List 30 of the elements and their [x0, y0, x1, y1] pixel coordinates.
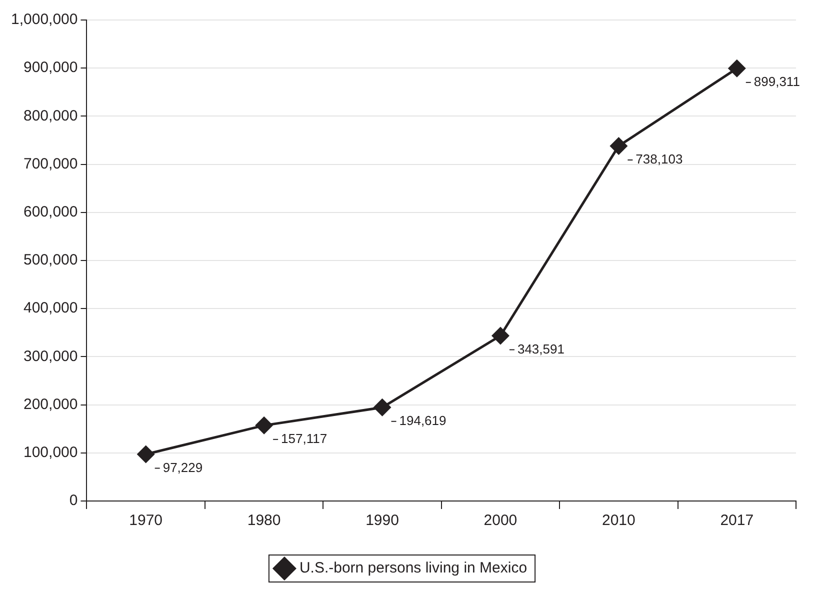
x-tick-label: 1970	[129, 512, 163, 530]
y-tick-label: 600,000	[23, 204, 78, 221]
y-tick-label: 300,000	[23, 348, 78, 365]
point	[610, 136, 628, 155]
x-tick-label: 1980	[247, 512, 281, 530]
data-label: 157,117	[281, 431, 328, 446]
x-tick-label: 2010	[602, 512, 636, 530]
data-label: 194,619	[399, 412, 446, 428]
y-tick-label: 0	[69, 492, 78, 510]
point	[136, 445, 155, 464]
y-tick-label: 100,000	[23, 444, 78, 462]
x-tick-label: 2017	[720, 512, 754, 530]
y-tick-label: 400,000	[23, 300, 78, 317]
x-tick-label: 1990	[366, 512, 399, 530]
x-tick-label: 2000	[484, 512, 518, 530]
point	[491, 326, 510, 345]
data-label: 899,311	[754, 74, 800, 90]
y-tick-label: 1,000,000	[10, 11, 78, 28]
y-tick-label: 200,000	[23, 396, 78, 413]
y-tick-label: 800,000	[23, 107, 78, 124]
point	[255, 416, 274, 434]
y-tick-label: 500,000	[23, 252, 78, 269]
point	[373, 398, 392, 416]
point	[728, 59, 746, 78]
data-label: 738,103	[636, 152, 683, 167]
legend-label: U.S.-born persons living in Mexico	[299, 560, 528, 577]
data-label: 343,591	[517, 341, 564, 356]
data-label: 97,229	[162, 460, 203, 475]
y-tick-label: 700,000	[23, 155, 78, 172]
y-tick-label: 900,000	[23, 59, 78, 76]
